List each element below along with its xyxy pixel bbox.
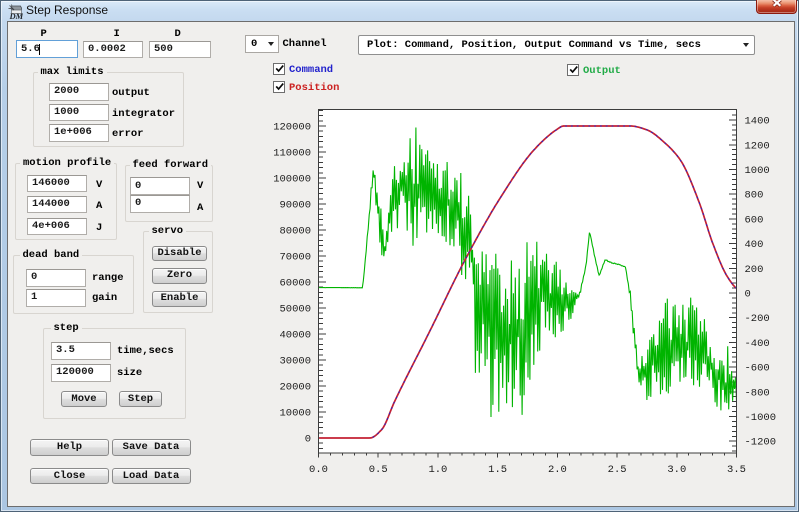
svg-text:-1200: -1200 [745,437,777,449]
svg-text:1200: 1200 [745,140,770,152]
svg-text:110000: 110000 [273,148,311,160]
svg-text:-800: -800 [745,387,770,399]
svg-text:-400: -400 [745,338,770,350]
svg-text:70000: 70000 [279,252,311,264]
svg-text:0.5: 0.5 [369,464,388,476]
svg-text:100000: 100000 [273,174,311,186]
svg-text:3.0: 3.0 [667,464,686,476]
svg-text:80000: 80000 [279,226,311,238]
svg-text:400: 400 [745,239,764,251]
svg-text:2.0: 2.0 [548,464,567,476]
svg-text:0.0: 0.0 [309,464,328,476]
svg-text:90000: 90000 [279,200,311,212]
svg-text:0: 0 [745,289,751,301]
svg-text:50000: 50000 [279,304,311,316]
svg-text:1.5: 1.5 [488,464,507,476]
svg-text:1.0: 1.0 [428,464,447,476]
svg-text:0: 0 [305,434,311,446]
svg-text:1400: 1400 [745,116,770,128]
svg-text:-1000: -1000 [745,412,777,424]
svg-text:40000: 40000 [279,330,311,342]
svg-text:30000: 30000 [279,356,311,368]
svg-text:800: 800 [745,190,764,202]
svg-text:200: 200 [745,264,764,276]
svg-text:1000: 1000 [745,165,770,177]
svg-text:-600: -600 [745,363,770,375]
svg-text:10000: 10000 [279,408,311,420]
svg-text:60000: 60000 [279,278,311,290]
svg-text:3.5: 3.5 [727,464,746,476]
svg-text:DM: DM [9,11,24,19]
svg-text:2.5: 2.5 [608,464,627,476]
svg-text:120000: 120000 [273,122,311,134]
svg-text:20000: 20000 [279,382,311,394]
svg-text:600: 600 [745,214,764,226]
svg-text:-200: -200 [745,313,770,325]
